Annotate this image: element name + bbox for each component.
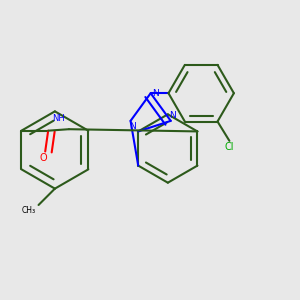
- Text: NH: NH: [52, 113, 65, 122]
- Text: Cl: Cl: [225, 142, 234, 152]
- Text: N: N: [169, 111, 175, 120]
- Text: N: N: [129, 122, 135, 131]
- Text: O: O: [40, 153, 47, 163]
- Text: CH₃: CH₃: [21, 206, 36, 215]
- Text: N: N: [153, 89, 159, 98]
